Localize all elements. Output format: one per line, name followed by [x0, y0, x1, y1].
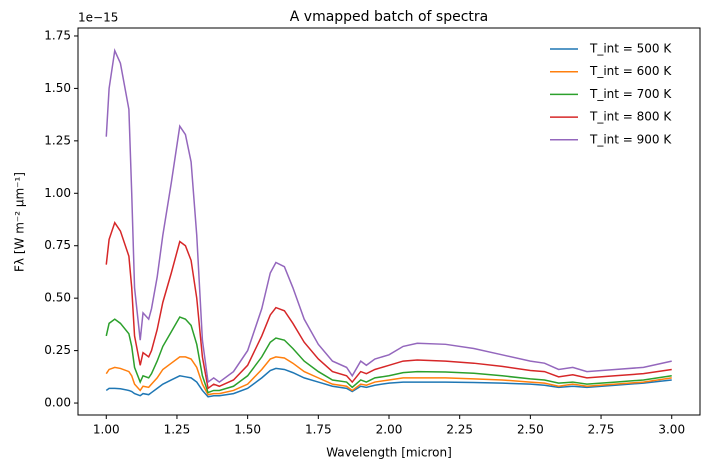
legend-label: T_int = 700 K: [589, 87, 672, 101]
legend-label: T_int = 800 K: [589, 110, 672, 124]
x-tick-label: 2.00: [376, 423, 403, 437]
y-tick-label: 1.00: [44, 186, 71, 200]
y-tick-label: 0.75: [44, 238, 71, 252]
y-tick-label: 1.25: [44, 133, 71, 147]
x-tick-label: 2.50: [517, 423, 544, 437]
x-tick-label: 1.75: [305, 423, 332, 437]
legend-label: T_int = 900 K: [589, 132, 672, 146]
series-line: [105, 367, 672, 398]
chart-title: A vmapped batch of spectra: [290, 9, 489, 25]
y-tick-label: 1.50: [44, 81, 71, 95]
legend-label: T_int = 600 K: [589, 64, 672, 78]
x-tick-label: 1.25: [164, 423, 191, 437]
series-line: [105, 220, 672, 390]
y-tick-label: 0.50: [44, 291, 71, 305]
plot-frame: [77, 27, 701, 416]
y-tick-label: 1.75: [44, 28, 71, 42]
y-axis-label: Fλ [W m⁻² μm⁻¹]: [13, 172, 27, 272]
x-tick-label: 2.25: [446, 423, 473, 437]
x-tick-label: 2.75: [588, 423, 615, 437]
y-offset-label: 1e−15: [78, 11, 118, 25]
x-tick-label: 1.00: [93, 423, 120, 437]
x-axis-label: Wavelength [micron]: [326, 446, 452, 460]
x-tick-label: 1.50: [234, 423, 261, 437]
series-line: [105, 356, 672, 396]
y-tick-label: 0.25: [44, 343, 71, 357]
legend-label: T_int = 500 K: [589, 42, 672, 56]
y-tick-label: 0.00: [44, 396, 71, 410]
series-line: [105, 316, 672, 394]
x-tick-label: 3.00: [658, 423, 685, 437]
series-line: [105, 48, 672, 384]
